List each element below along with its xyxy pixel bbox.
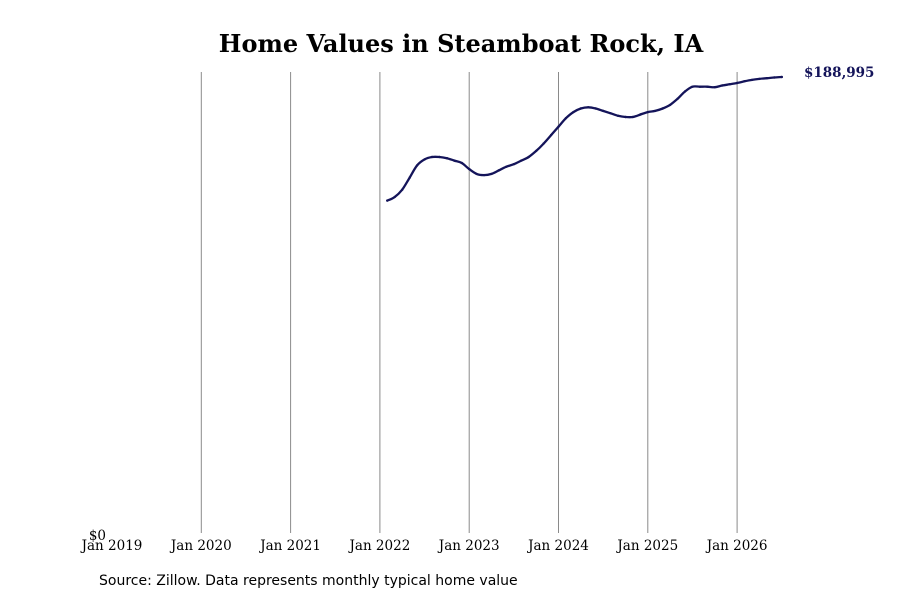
data-point xyxy=(661,107,664,110)
data-point xyxy=(527,155,530,159)
data-point xyxy=(594,107,597,110)
data-point xyxy=(542,142,545,145)
data-point xyxy=(758,77,761,81)
data-point xyxy=(750,78,754,82)
data-point xyxy=(535,149,538,153)
data-points xyxy=(386,75,783,202)
data-point xyxy=(706,85,709,88)
data-point xyxy=(505,165,508,168)
data-point xyxy=(639,113,642,116)
x-tick-label: Jan 2025 xyxy=(615,538,678,554)
x-tick-label: Jan 2023 xyxy=(437,538,500,554)
x-axis-ticks: Jan 2019 Jan 2020 Jan 2021 Jan 2022 Jan 2023… xyxy=(80,538,768,554)
data-point xyxy=(520,159,523,162)
data-point xyxy=(423,158,426,161)
data-point xyxy=(698,85,702,88)
data-point xyxy=(386,199,389,202)
data-point xyxy=(676,97,679,101)
data-point xyxy=(497,169,501,172)
data-point xyxy=(728,83,731,86)
data-point xyxy=(393,195,396,199)
x-tick-label: Jan 2019 xyxy=(80,538,143,554)
data-point xyxy=(646,110,649,114)
data-point xyxy=(401,188,404,191)
data-point xyxy=(765,77,769,80)
data-point xyxy=(549,133,553,137)
data-point xyxy=(557,125,560,128)
data-point xyxy=(713,86,716,89)
latest-value-label: $188,995 xyxy=(804,65,874,81)
data-point xyxy=(654,109,657,113)
data-point xyxy=(468,167,471,171)
data-point xyxy=(668,103,672,107)
data-point xyxy=(430,155,434,159)
data-point xyxy=(482,173,486,177)
chart-title: Home Values in Steamboat Rock, IA xyxy=(219,29,704,58)
data-point xyxy=(408,176,411,179)
data-point xyxy=(587,106,590,109)
data-point xyxy=(683,90,687,93)
data-point xyxy=(780,75,783,79)
data-point xyxy=(438,155,441,159)
data-point xyxy=(601,109,605,113)
data-point xyxy=(743,80,746,83)
data-point xyxy=(609,112,612,115)
x-tick-label: Jan 2024 xyxy=(526,538,589,554)
source-note: Source: Zillow. Data represents monthly … xyxy=(99,573,518,589)
data-point xyxy=(460,161,463,165)
y-axis-ticks: $0 xyxy=(89,528,106,544)
y-tick-label: $0 xyxy=(89,528,106,544)
data-point xyxy=(415,164,419,167)
data-point xyxy=(773,76,776,79)
data-point xyxy=(453,159,456,162)
data-point xyxy=(624,115,627,119)
data-point xyxy=(616,114,620,118)
data-point xyxy=(579,107,582,110)
data-point xyxy=(445,157,449,160)
vertical-gridlines xyxy=(200,72,738,533)
x-tick-label: Jan 2026 xyxy=(705,538,768,554)
x-tick-label: Jan 2021 xyxy=(258,538,321,554)
data-point xyxy=(691,85,694,88)
data-point xyxy=(490,172,493,176)
data-point xyxy=(512,163,515,166)
home-value-line xyxy=(386,75,783,202)
data-point xyxy=(564,117,568,120)
x-tick-label: Jan 2022 xyxy=(347,538,410,554)
x-tick-label: Jan 2020 xyxy=(169,538,232,554)
data-point xyxy=(475,172,478,176)
data-point xyxy=(721,84,724,87)
data-point xyxy=(631,115,635,119)
data-point xyxy=(735,81,739,85)
data-point xyxy=(572,110,575,114)
